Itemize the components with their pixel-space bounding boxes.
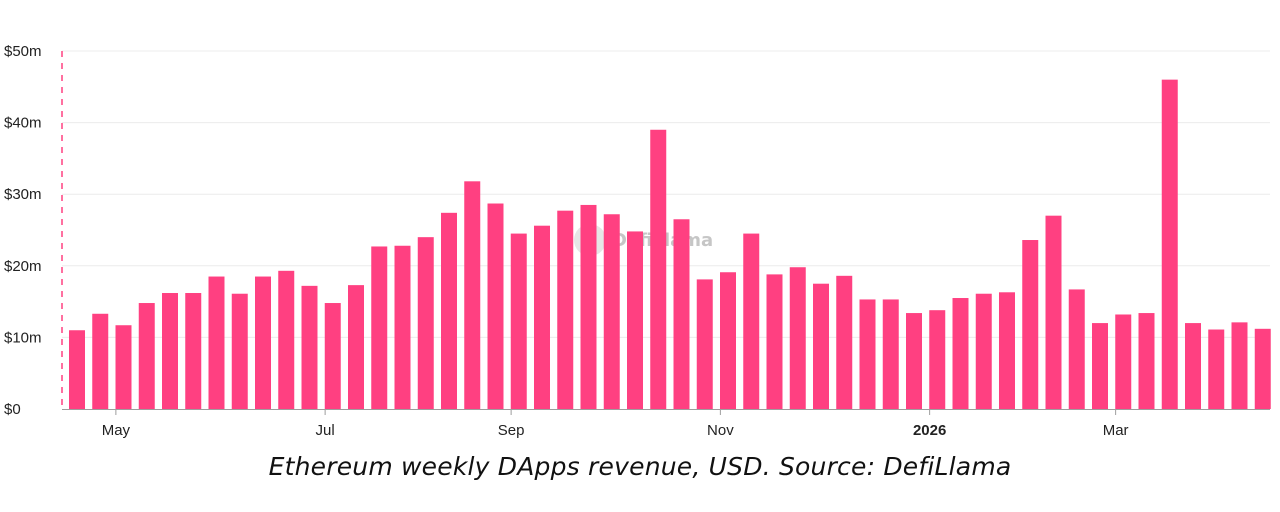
bar — [1045, 215, 1062, 409]
bar — [1115, 314, 1132, 409]
bar — [859, 299, 876, 409]
y-tick-label: $40m — [4, 115, 42, 132]
y-tick-label: $50m — [4, 43, 42, 60]
bar — [1254, 328, 1271, 409]
bar — [882, 299, 899, 409]
bar — [557, 210, 574, 409]
bar — [348, 285, 364, 409]
bar — [1185, 323, 1201, 409]
bar — [836, 275, 853, 409]
bar — [92, 313, 109, 409]
bar — [441, 212, 457, 409]
bar — [906, 313, 922, 409]
bar — [138, 303, 155, 409]
bar — [534, 225, 550, 409]
bar — [510, 233, 527, 409]
bar — [1231, 322, 1248, 409]
bar — [813, 283, 829, 409]
axes — [61, 51, 1270, 415]
y-axis-labels: $0 $10m $20m $30m $40m $50m — [4, 43, 42, 418]
bar — [603, 214, 620, 409]
bar — [929, 310, 946, 409]
bar — [580, 204, 597, 409]
x-tick-label: Nov — [707, 422, 734, 439]
x-tick-label: Sep — [498, 422, 525, 439]
x-tick-label: Jul — [316, 422, 335, 439]
bar — [1161, 79, 1178, 409]
bar — [766, 274, 783, 409]
y-tick-label: $10m — [4, 329, 42, 346]
x-axis-labels: May Jul Sep Nov 2026 Mar — [102, 422, 1129, 439]
chart-caption: Ethereum weekly DApps revenue, USD. Sour… — [268, 452, 1012, 481]
bar — [975, 293, 992, 409]
y-tick-label: $30m — [4, 186, 42, 203]
bar — [1068, 289, 1085, 409]
bar — [650, 129, 667, 409]
bar — [231, 293, 248, 409]
bar — [999, 292, 1015, 409]
bar — [255, 276, 271, 409]
bar — [162, 293, 178, 409]
x-tick-label: May — [102, 422, 131, 439]
bars — [69, 79, 1271, 409]
bar — [627, 231, 643, 409]
bar — [464, 181, 481, 409]
bar — [1022, 240, 1039, 409]
bar — [696, 279, 713, 409]
bar — [324, 303, 341, 409]
bar — [1138, 313, 1155, 409]
y-tick-label: $0 — [4, 401, 21, 418]
bar-chart: DefiLlama $0$10m$20m$30m$40m$50m MayJulS… — [4, 43, 1271, 439]
y-tick-label: $20m — [4, 258, 42, 275]
bar — [743, 233, 760, 409]
x-tick-label: Mar — [1103, 422, 1129, 439]
bar — [278, 270, 295, 409]
bar — [208, 276, 225, 409]
bar — [69, 330, 85, 409]
bar — [789, 267, 806, 409]
x-tick-label: 2026 — [913, 422, 946, 439]
bar — [1092, 323, 1108, 409]
bar — [487, 203, 504, 409]
bar — [371, 246, 388, 409]
bar — [952, 298, 969, 409]
bar — [1208, 329, 1225, 409]
bar — [673, 219, 690, 409]
bar — [394, 245, 411, 409]
bar — [185, 293, 202, 409]
bar — [115, 325, 132, 409]
bar — [301, 285, 318, 409]
bar — [720, 272, 736, 409]
bar — [417, 237, 434, 409]
